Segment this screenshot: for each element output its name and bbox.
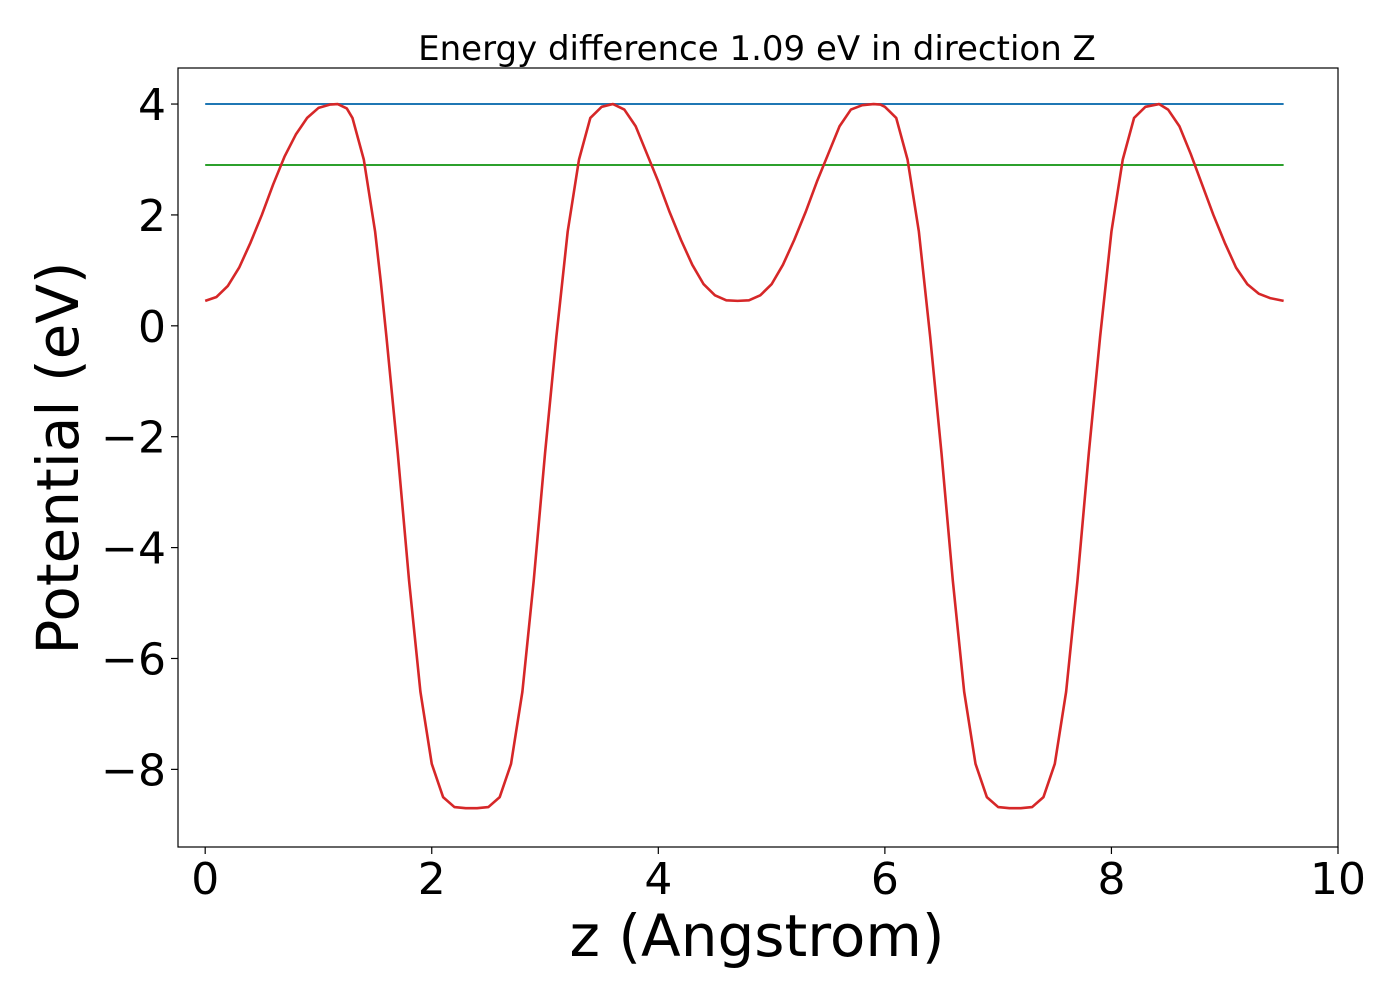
y-tick-label: −4	[101, 524, 166, 575]
x-tick-label: 2	[418, 854, 446, 905]
y-tick-label: −6	[101, 634, 166, 685]
x-tick-label: 8	[1097, 854, 1125, 905]
y-axis-label: Potential (eV)	[24, 261, 92, 654]
x-axis-ticks: 0 2 4 6 8 10	[191, 847, 1366, 905]
plot-lines	[204, 102, 1284, 810]
x-tick-label: 6	[871, 854, 899, 905]
x-axis-label: z (Angstrom)	[570, 902, 945, 970]
y-tick-label: 4	[138, 80, 166, 131]
y-tick-label: 2	[138, 191, 166, 242]
plot-frame	[177, 67, 1339, 848]
x-tick-label: 4	[644, 854, 672, 905]
y-axis-ticks: 4 2 0 −2 −4 −6 −8	[101, 80, 178, 796]
y-tick-label: 0	[138, 302, 166, 353]
y-tick-label: −8	[101, 745, 166, 796]
x-tick-label: 10	[1310, 854, 1366, 905]
chart-title: Energy difference 1.09 eV in direction Z	[418, 29, 1096, 69]
y-tick-label: −2	[101, 413, 166, 464]
x-tick-label: 0	[191, 854, 219, 905]
series-line-3	[204, 102, 1284, 810]
